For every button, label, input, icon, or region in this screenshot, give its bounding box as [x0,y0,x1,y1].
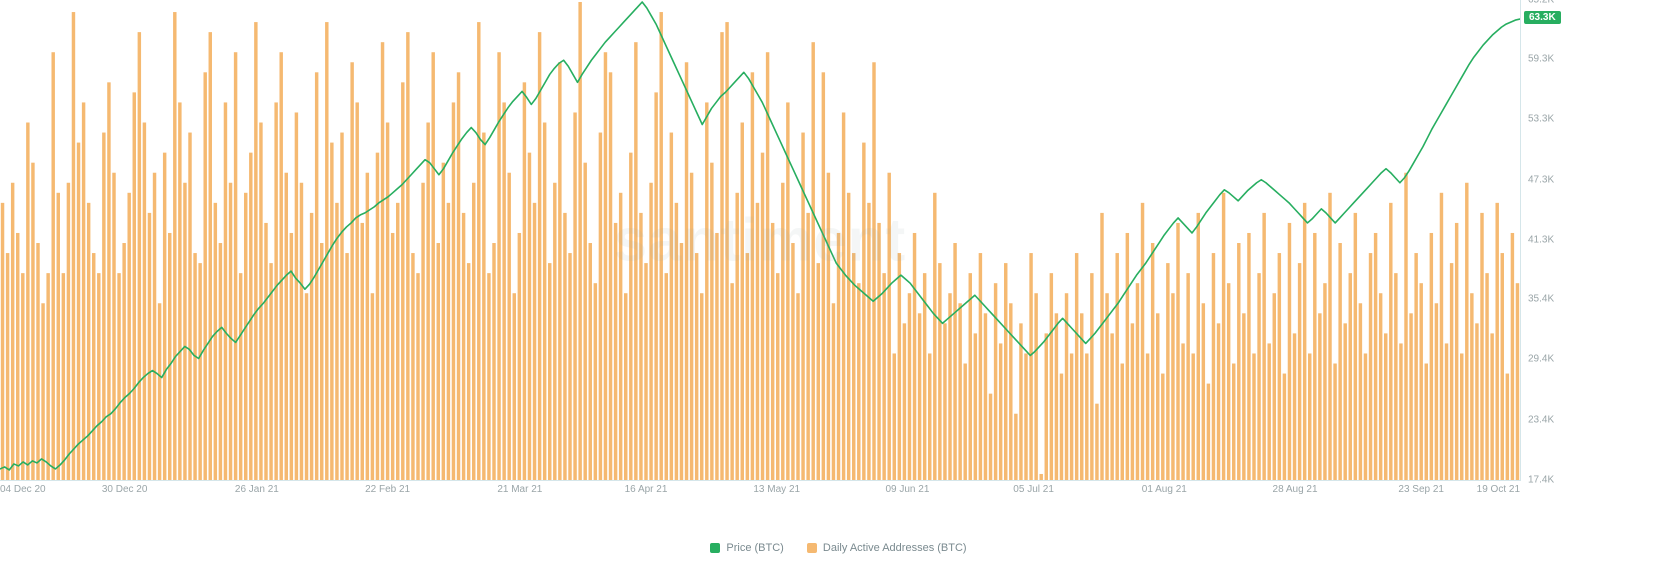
x-axis: 04 Dec 20 30 Dec 20 26 Jan 21 22 Feb 21 21 M… [0,482,1520,502]
y-tick: 23.4K [1528,414,1554,425]
legend-item-price[interactable]: Price (BTC) [710,542,783,554]
x-tick: 28 Aug 21 [1273,484,1318,495]
legend-swatch-addresses [807,543,817,553]
current-value-badge-text: 63.3K [1529,12,1556,23]
legend-swatch-price [710,543,720,553]
current-value-badge: 63.3K [1524,11,1561,24]
y-tick: 65.2K [1528,0,1554,6]
x-tick: 23 Sep 21 [1398,484,1444,495]
y-tick: 17.4K [1528,475,1554,486]
x-tick: 01 Aug 21 [1142,484,1187,495]
y-tick: 53.3K [1528,114,1554,125]
legend: Price (BTC) Daily Active Addresses (BTC) [0,536,1677,564]
legend-item-addresses[interactable]: Daily Active Addresses (BTC) [807,542,967,554]
y-tick: 35.4K [1528,294,1554,305]
plot-svg [0,0,1520,480]
y-tick: 47.3K [1528,174,1554,185]
x-tick: 16 Apr 21 [625,484,668,495]
legend-label-price: Price (BTC) [726,542,783,554]
y-axis: 65.2K 59.3K 53.3K 47.3K 41.3K 35.4K 29.4K 23.4K… [1522,0,1572,480]
y-tick: 41.3K [1528,235,1554,246]
price-line [0,2,1520,470]
chart-container: santiment 65.2K 59.3K 53.3K 47.3K 41.3K 35.4K… [0,0,1677,564]
x-tick: 19 Oct 21 [1477,484,1520,495]
x-tick: 30 Dec 20 [102,484,148,495]
y-tick: 29.4K [1528,354,1554,365]
x-tick: 22 Feb 21 [365,484,410,495]
plot-area[interactable]: santiment [0,0,1521,481]
x-tick: 09 Jun 21 [885,484,929,495]
x-tick: 04 Dec 20 [0,484,46,495]
x-tick: 05 Jul 21 [1013,484,1054,495]
x-tick: 13 May 21 [753,484,800,495]
x-tick: 21 Mar 21 [497,484,542,495]
bar-series [1,2,1519,480]
y-tick: 59.3K [1528,54,1554,65]
legend-label-addresses: Daily Active Addresses (BTC) [823,542,967,554]
x-tick: 26 Jan 21 [235,484,279,495]
